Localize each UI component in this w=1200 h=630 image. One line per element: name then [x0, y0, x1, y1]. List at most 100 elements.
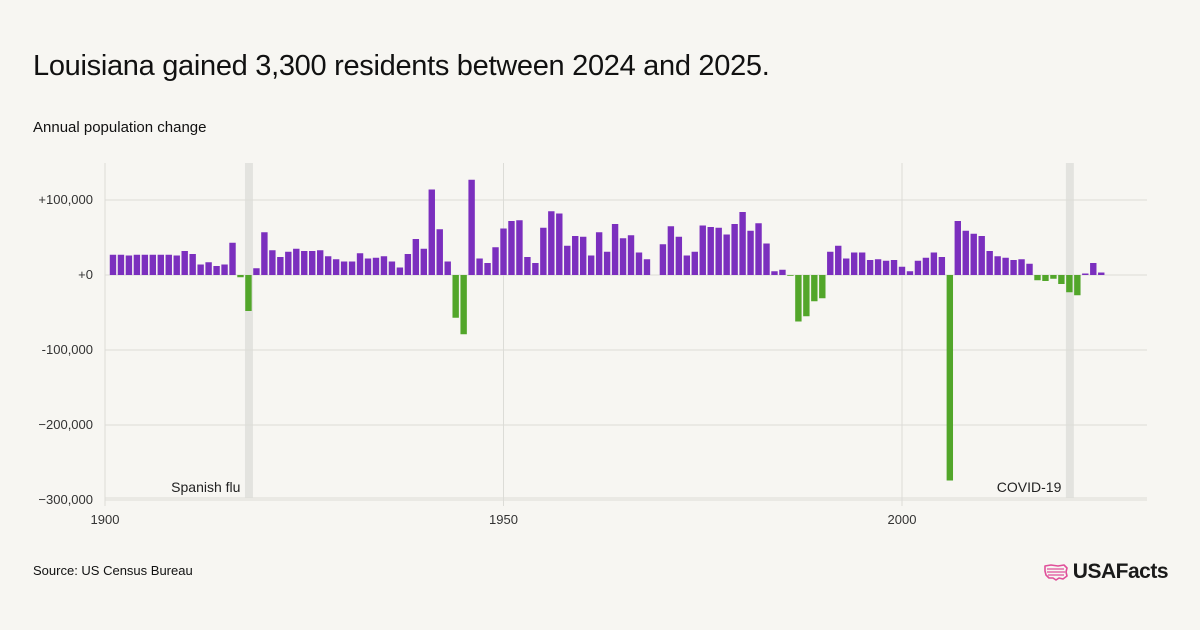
bar	[316, 250, 324, 275]
bar	[133, 254, 141, 275]
bar	[938, 257, 946, 275]
bar	[197, 264, 204, 275]
bar	[149, 254, 157, 275]
x-axis: 1900 1950 2000	[91, 512, 917, 527]
bar	[229, 242, 236, 275]
bar	[412, 239, 420, 275]
bar	[109, 254, 117, 275]
bar	[580, 236, 587, 275]
bar	[763, 243, 770, 275]
annotations: Spanish flu COVID-19	[171, 479, 1061, 495]
bar	[125, 255, 133, 275]
bar	[356, 253, 364, 275]
bar	[476, 258, 483, 275]
bar	[269, 250, 276, 275]
bar	[301, 251, 308, 275]
bar	[843, 258, 850, 275]
bar	[595, 232, 603, 275]
bar	[739, 212, 746, 275]
bar	[635, 252, 643, 275]
bar	[962, 230, 969, 275]
bar	[787, 275, 794, 276]
bar	[866, 260, 874, 275]
bar	[165, 254, 172, 275]
bar	[587, 255, 595, 275]
bar	[771, 271, 778, 275]
bar	[675, 236, 683, 275]
highlight-band	[1065, 163, 1074, 498]
bar	[205, 262, 212, 275]
brand-logo: USAFacts	[1043, 560, 1169, 584]
bar	[396, 267, 404, 275]
bar	[404, 254, 412, 275]
bar	[508, 221, 515, 275]
y-tick-label: +100,000	[38, 192, 93, 207]
y-axis: +100,000 +0 -100,000 −200,000 −300,000	[38, 192, 93, 507]
bar	[611, 224, 619, 275]
chart-subtitle: Annual population change	[33, 119, 207, 136]
bar	[1050, 275, 1057, 279]
bar	[954, 221, 961, 275]
bar	[189, 254, 196, 275]
bar	[683, 255, 691, 275]
bar	[492, 247, 499, 275]
annotation-label: Spanish flu	[171, 479, 240, 495]
bar	[452, 275, 459, 318]
bar	[1034, 275, 1041, 281]
bar	[906, 271, 914, 275]
bar	[755, 223, 762, 275]
bar	[157, 254, 164, 275]
source-note: Source: US Census Bureau	[33, 563, 193, 578]
bar	[436, 229, 443, 275]
bar	[1002, 257, 1009, 275]
bar	[643, 259, 651, 275]
bar	[922, 257, 930, 275]
bar	[874, 259, 882, 275]
bar	[380, 256, 388, 275]
bar	[141, 254, 149, 275]
bar	[348, 261, 356, 275]
highlight-bands	[244, 163, 1074, 498]
bar	[627, 235, 635, 275]
bar	[882, 260, 890, 275]
bar	[1074, 275, 1081, 296]
bar	[898, 266, 906, 275]
bar	[890, 260, 898, 275]
bar	[460, 275, 467, 335]
bar	[1066, 275, 1073, 293]
highlight-band	[244, 163, 253, 498]
annotation-label: COVID-19	[997, 479, 1062, 495]
y-tick-label: -100,000	[42, 342, 93, 357]
bar	[970, 233, 977, 275]
bar	[245, 275, 252, 311]
x-tick-label: 2000	[888, 512, 917, 527]
x-tick-label: 1950	[489, 512, 518, 527]
bar	[811, 275, 818, 302]
bar	[572, 236, 579, 275]
bar	[468, 179, 475, 275]
bar	[858, 252, 866, 275]
bar	[340, 261, 348, 275]
bar	[1042, 275, 1049, 281]
bar	[986, 251, 993, 275]
bar	[978, 236, 985, 275]
bar	[285, 251, 292, 275]
bar	[181, 251, 188, 275]
bar	[173, 255, 180, 275]
bar	[556, 213, 563, 275]
bar	[715, 227, 722, 275]
bar	[723, 234, 730, 275]
bar	[428, 189, 435, 275]
y-tick-label: −300,000	[38, 492, 93, 507]
bar	[237, 275, 244, 278]
bar	[803, 275, 810, 317]
bar	[420, 248, 427, 275]
bar	[1018, 259, 1025, 275]
bar	[364, 258, 372, 275]
y-tick-label: −200,000	[38, 417, 93, 432]
bar	[707, 227, 714, 275]
bar	[293, 248, 300, 275]
bars	[109, 179, 1105, 481]
bar	[850, 252, 858, 275]
